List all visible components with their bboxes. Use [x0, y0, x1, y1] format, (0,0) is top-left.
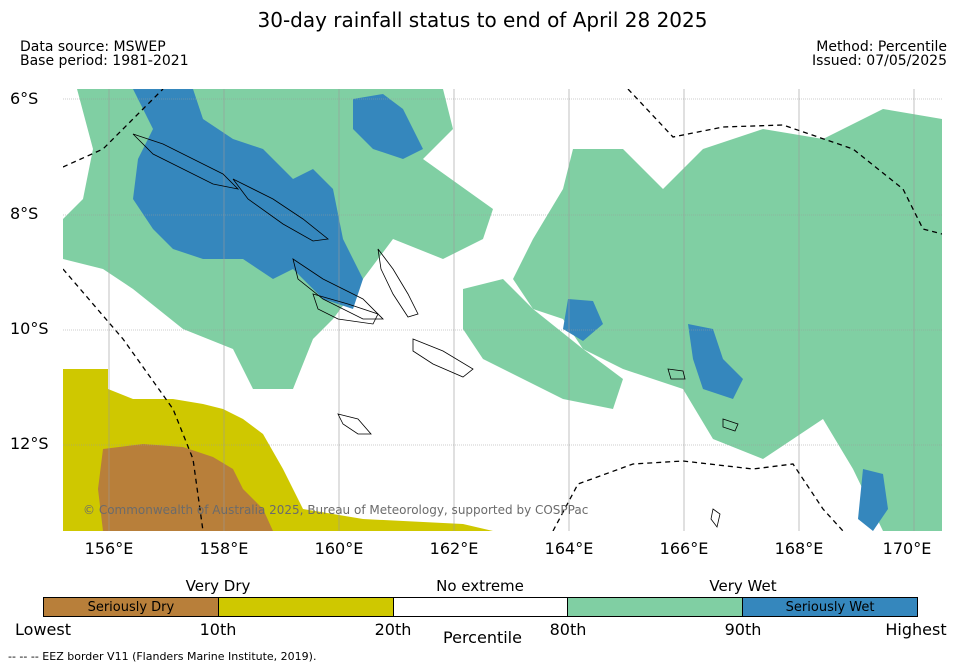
- gridlines: [63, 89, 942, 531]
- lon-label-164e: 164°E: [544, 539, 594, 558]
- lon-label-168e: 168°E: [774, 539, 824, 558]
- wet-region-central: [463, 279, 623, 409]
- makira-island: [412, 338, 474, 378]
- eez-border-note: -- -- -- EEZ border V11 (Flanders Marine…: [8, 650, 317, 663]
- small-islet: [710, 508, 721, 528]
- colorbar-seriously-wet: Seriously Wet: [743, 598, 917, 616]
- legend-category-very-wet: Very Wet: [709, 577, 777, 595]
- tick-90th: 90th: [724, 620, 762, 639]
- lat-label-6s: 6°S: [10, 89, 39, 108]
- rennell-island: [337, 413, 372, 435]
- santa-cruz-island: [667, 368, 686, 380]
- tick-80th: 80th: [549, 620, 587, 639]
- issued-date: Issued: 07/05/2025: [812, 53, 947, 69]
- lon-label-158e: 158°E: [199, 539, 249, 558]
- method-label: Method: Percentile: [816, 39, 947, 55]
- seriously-wet-se: [858, 469, 888, 531]
- guadalcanal-island: [312, 293, 379, 325]
- seriously-wet-north: [353, 94, 423, 159]
- lon-label-170e: 170°E: [882, 539, 932, 558]
- lon-label-156e: 156°E: [84, 539, 134, 558]
- vanuatu-north: [722, 418, 739, 432]
- lat-label-10s: 10°S: [10, 319, 49, 338]
- colorbar-very-wet: [568, 598, 744, 616]
- lon-label-160e: 160°E: [314, 539, 364, 558]
- copyright-notice: © Commonwealth of Australia 2025, Bureau…: [83, 503, 589, 517]
- tick-10th: 10th: [199, 620, 237, 639]
- percentile-colorbar: Seriously Dry Seriously Wet: [43, 597, 918, 617]
- seriously-wet-east: [688, 324, 743, 399]
- tick-lowest: Lowest: [15, 620, 71, 639]
- malaita-island: [377, 248, 419, 318]
- data-source: Data source: MSWEP: [20, 39, 166, 55]
- rainfall-map: [63, 89, 942, 531]
- lon-label-166e: 166°E: [659, 539, 709, 558]
- choiseul-island: [232, 178, 329, 242]
- seriously-dry-region: [98, 444, 273, 531]
- colorbar-seriously-dry: Seriously Dry: [44, 598, 219, 616]
- bougainville-island: [132, 133, 240, 190]
- colorbar-no-extreme: [393, 598, 569, 616]
- percentile-axis-label: Percentile: [443, 628, 522, 647]
- santa-isabel-island: [292, 258, 384, 320]
- tick-highest: Highest: [885, 620, 947, 639]
- rainfall-patches: [63, 89, 942, 531]
- wet-region-east: [513, 109, 942, 531]
- seriously-wet-mid: [563, 299, 603, 341]
- base-period: Base period: 1981-2021: [20, 53, 189, 69]
- eez-borders: [63, 89, 942, 531]
- map-title: 30-day rainfall status to end of April 2…: [257, 8, 708, 32]
- coastlines: [132, 133, 739, 528]
- lon-label-162e: 162°E: [429, 539, 479, 558]
- legend-category-very-dry: Very Dry: [185, 577, 251, 595]
- lat-label-8s: 8°S: [10, 204, 39, 223]
- tick-20th: 20th: [374, 620, 412, 639]
- colorbar-very-dry: [218, 598, 394, 616]
- lat-label-12s: 12°S: [10, 434, 49, 453]
- legend-category-no-extreme: No extreme: [436, 577, 524, 595]
